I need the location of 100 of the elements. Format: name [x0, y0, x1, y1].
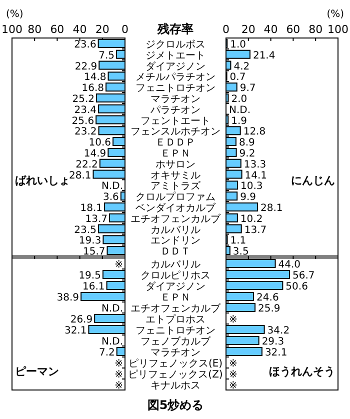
x-tick-label: 60 [286, 23, 300, 36]
y-tick-label: ピリフェノックス(E) [128, 358, 223, 370]
data-label: 19.3 [78, 236, 102, 247]
x-axis-title: (%) [6, 9, 24, 20]
data-label: 7.2 [98, 348, 115, 358]
data-label: 34.2 [267, 326, 290, 336]
text: ほうれんそう [269, 365, 335, 378]
data-label: 26.9 [70, 314, 93, 326]
y-tick-label: フェニトロチオン [136, 83, 216, 94]
data-label: 13.7 [244, 224, 267, 236]
y-tick-label: クロルピリホス [140, 270, 210, 282]
y-tick-label: マラチオン [150, 348, 200, 358]
y-tick-label: フェントエート [140, 116, 210, 127]
x-tick-label: 0 [222, 23, 230, 36]
y-tick-label: ベンダイオカルブ [136, 202, 216, 214]
y-tick-label: ＥＤＤＰ [156, 138, 196, 149]
data-label: 3.6 [103, 192, 119, 204]
data-label: 19.5 [78, 270, 101, 282]
y-tick-label: ジメトエート [146, 50, 206, 62]
data-label: 21.4 [252, 50, 276, 62]
data-label: 23.2 [74, 126, 97, 138]
data-label: 0.7 [230, 72, 246, 84]
text: ※ [229, 370, 238, 380]
data-label: 23.6 [74, 39, 96, 50]
x-tick-label: 60 [50, 23, 64, 36]
data-label: 3.5 [232, 246, 249, 258]
y-tick-label: マラチオン [150, 94, 200, 105]
x-tick-label: 20 [95, 23, 110, 36]
y-tick-label: フェンスルホチオン [130, 126, 220, 138]
data-label: 9.9 [240, 192, 256, 204]
y-tick-label: メチルパラチオン [136, 72, 216, 84]
y-tick-label: ダイアジノン [146, 280, 206, 292]
x-tick-label: 20 [241, 23, 256, 36]
y-tick-label: パラチオン [150, 104, 200, 116]
data-label: 10.6 [88, 138, 112, 149]
text: N.D. [229, 104, 251, 116]
text: ※ [229, 358, 238, 370]
data-label: 8.9 [238, 138, 255, 149]
data-label: 16.1 [82, 282, 105, 292]
data-label: 56.7 [292, 270, 315, 282]
data-label: 13.7 [85, 214, 108, 225]
data-label: 32.1 [264, 348, 288, 358]
data-label: 9.2 [239, 148, 256, 160]
text: ※ [114, 358, 123, 370]
y-tick-label: ホサロン [156, 159, 196, 170]
y-tick-label: エチオフェンカルブ [130, 302, 222, 314]
x-tick-label: 100 [328, 23, 348, 36]
data-label: 1.9 [231, 116, 248, 127]
data-label: 25.9 [258, 304, 280, 314]
data-label: 16.8 [82, 83, 104, 94]
data-label: 10.2 [240, 214, 263, 225]
y-tick-label: エンドリン [150, 236, 200, 247]
data-label: 38.9 [56, 292, 80, 304]
data-label: 23.4 [74, 104, 97, 116]
y-tick-label: カルバリル [150, 260, 200, 270]
data-label: 23.5 [74, 224, 96, 236]
data-label: 14.1 [244, 170, 268, 182]
text: にんじん [291, 174, 335, 187]
data-label: 10.3 [240, 181, 263, 192]
data-label: 4.2 [234, 61, 250, 72]
text: N.D. [101, 304, 123, 314]
data-label: 14.9 [84, 148, 106, 160]
caption: 図5炒める [147, 398, 204, 412]
y-tick-label: エトプロホス [146, 314, 206, 326]
text: ばれいしょ [15, 174, 70, 187]
data-label: 44.0 [278, 260, 301, 270]
text: N.D. [101, 181, 123, 192]
y-tick-label: オキサミル [150, 170, 200, 182]
data-label: 13.3 [244, 159, 266, 170]
text: ※ [114, 370, 123, 380]
y-tick-label: キナルホス [150, 380, 200, 392]
y-tick-label: クロルプロファム [136, 191, 216, 204]
text: ※ [114, 260, 123, 270]
data-label: 50.6 [286, 282, 308, 292]
data-label: 25.6 [72, 116, 94, 127]
x-tick-label: 80 [28, 23, 42, 36]
data-label: 25.2 [72, 94, 95, 105]
data-label: 9.7 [240, 83, 256, 94]
x-tick-label: 100 [2, 23, 22, 36]
data-label: 12.8 [243, 126, 266, 138]
x-tick-label: 0 [122, 23, 128, 36]
data-label: 18.1 [80, 202, 103, 214]
data-label: 28.1 [260, 202, 283, 214]
x-axis-title: (%) [326, 9, 344, 20]
y-tick-label: ダイアジノン [146, 60, 206, 72]
x-tick-label: 80 [308, 23, 323, 36]
data-label: 7.5 [98, 50, 115, 62]
data-label: 24.6 [256, 292, 279, 304]
text: N.D. [101, 336, 123, 348]
data-label: 2.0 [231, 94, 248, 105]
text: ※ [229, 380, 238, 392]
data-label: 28.1 [68, 170, 92, 182]
data-label: 22.9 [74, 61, 98, 72]
y-tick-label: ＤＤＴ [160, 246, 190, 258]
y-tick-label: ピリフェノックス(Z) [128, 370, 223, 380]
y-tick-label: エチオフェンカルブ [130, 212, 222, 225]
x-tick-label: 40 [264, 23, 278, 36]
text: 残存率 [156, 22, 194, 36]
y-tick-label: ＥＰＮ [160, 148, 190, 160]
y-tick-label: ジクロルボス [146, 39, 206, 50]
